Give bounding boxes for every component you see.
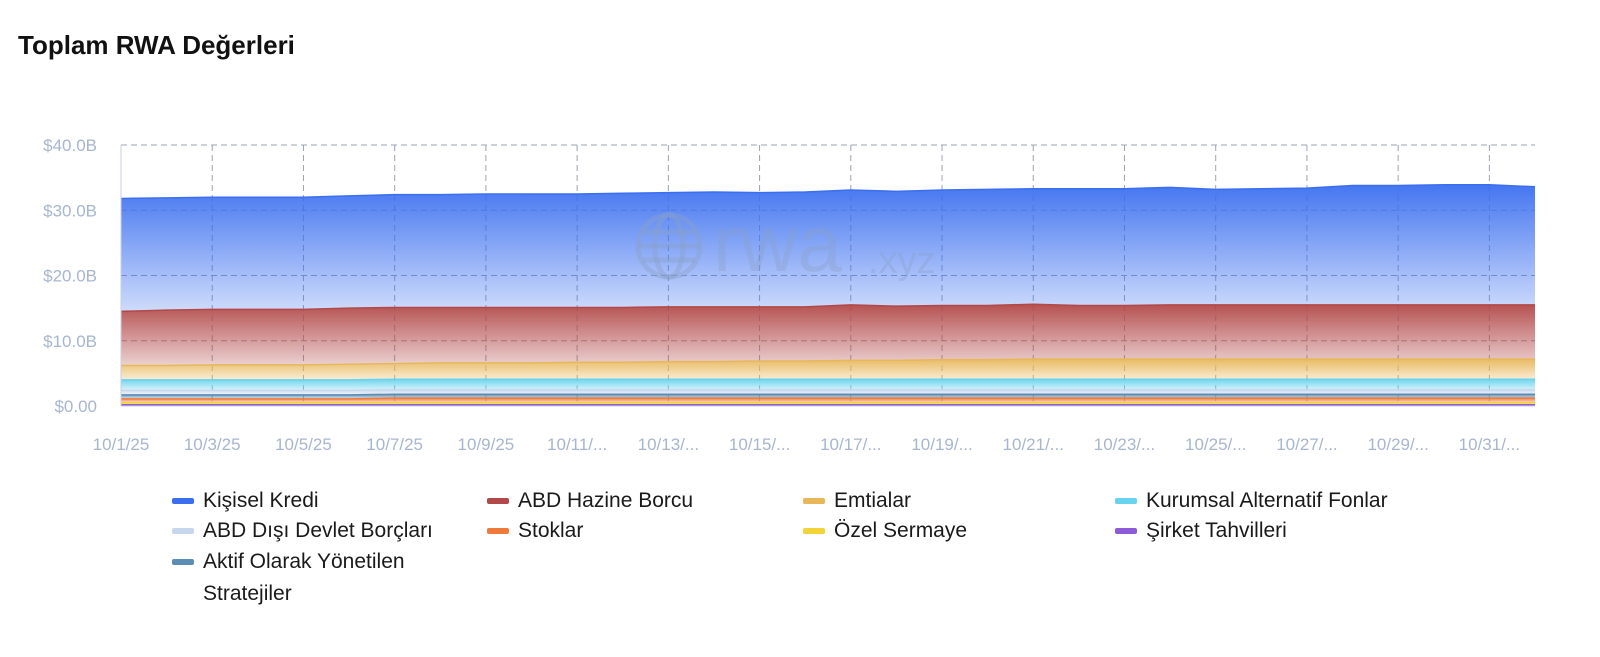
- legend-swatch: [1115, 528, 1137, 534]
- watermark-text: rwa: [713, 199, 842, 288]
- area-series-7[interactable]: [121, 304, 1535, 366]
- legend-swatch: [172, 559, 194, 565]
- legend-label: Kurumsal Alternatif Fonlar: [1146, 489, 1388, 512]
- x-tick-label: 10/29/...: [1367, 435, 1428, 454]
- legend-swatch: [1115, 498, 1137, 504]
- x-tick-label: 10/1/25: [93, 435, 150, 454]
- y-tick-label: $30.0B: [43, 201, 97, 220]
- x-tick-label: 10/5/25: [275, 435, 332, 454]
- x-tick-label: 10/25/...: [1185, 435, 1246, 454]
- legend-label: Emtialar: [834, 489, 911, 512]
- legend-swatch: [803, 528, 825, 534]
- legend-label: Özel Sermaye: [834, 519, 967, 542]
- chart-title: Toplam RWA Değerleri: [18, 30, 295, 60]
- x-tick-label: 10/11/...: [547, 435, 607, 454]
- area-series-5[interactable]: [121, 379, 1535, 391]
- area-series-line-5: [121, 378, 1535, 381]
- y-tick-label: $20.0B: [43, 267, 97, 286]
- legend-item[interactable]: ABD Dışı Devlet Borçları: [172, 519, 433, 542]
- x-tick-label: 10/27/...: [1276, 435, 1337, 454]
- x-tick-label: 10/23/...: [1094, 435, 1155, 454]
- y-tick-label: $10.0B: [43, 332, 97, 351]
- legend-label: Stoklar: [518, 519, 583, 542]
- legend-label: ABD Dışı Devlet Borçları: [203, 519, 433, 542]
- legend-item[interactable]: Kurumsal Alternatif Fonlar: [1115, 489, 1388, 512]
- legend-swatch: [172, 528, 194, 534]
- x-tick-label: 10/13/...: [638, 435, 699, 454]
- y-tick-label: $0.00: [54, 397, 97, 416]
- x-tick-label: 10/15/...: [729, 435, 790, 454]
- legend-label: Kişisel Kredi: [203, 489, 319, 512]
- area-series-8[interactable]: [121, 184, 1535, 312]
- x-tick-label: 10/7/25: [366, 435, 423, 454]
- x-tick-label: 10/19/...: [911, 435, 972, 454]
- legend-swatch: [487, 498, 509, 504]
- area-series-6[interactable]: [121, 359, 1535, 380]
- x-tick-label: 10/9/25: [458, 435, 515, 454]
- area-series-line-7: [120, 303, 1535, 313]
- legend-item[interactable]: Kişisel Kredi: [172, 489, 319, 512]
- area-series-2[interactable]: [121, 398, 1535, 403]
- legend-label: Şirket Tahvilleri: [1146, 519, 1287, 542]
- legend-label: ABD Hazine Borcu: [518, 489, 693, 512]
- legend: Kişisel Kredi ABD Hazine Borcu Emtialar Kur…: [172, 489, 1388, 605]
- legend-swatch: [803, 498, 825, 504]
- legend-item[interactable]: ABD Hazine Borcu: [487, 489, 693, 512]
- legend-item[interactable]: Stoklar: [487, 519, 583, 542]
- area-series-line-8: [120, 184, 1536, 200]
- area-series-line-2: [121, 397, 1535, 400]
- watermark: rwa .xyz: [635, 199, 936, 288]
- area-layer: [120, 184, 1536, 406]
- y-tick-label: $40.0B: [43, 136, 97, 155]
- legend-item[interactable]: Aktif Olarak Yönetilen Stratejiler: [172, 550, 405, 605]
- watermark-suffix: .xyz: [868, 240, 936, 282]
- globe-icon: [635, 212, 703, 280]
- area-series-line-4: [121, 388, 1535, 392]
- legend-item[interactable]: Şirket Tahvilleri: [1115, 519, 1287, 542]
- axis-layer: $0.00 $10.0B $20.0B $30.0B $40.0B 10/1/25 10/3…: [43, 136, 1535, 454]
- x-tick-label: 10/31/...: [1459, 435, 1520, 454]
- legend-swatch: [487, 528, 509, 534]
- legend-label: Aktif Olarak Yönetilen Stratejiler: [203, 550, 405, 605]
- area-series-line-6: [121, 358, 1535, 367]
- x-tick-label: 10/3/25: [184, 435, 241, 454]
- x-tick-label: 10/17/...: [820, 435, 881, 454]
- area-series-line-3: [121, 393, 1535, 396]
- legend-item[interactable]: Emtialar: [803, 489, 911, 512]
- legend-item[interactable]: Özel Sermaye: [803, 519, 967, 542]
- x-tick-label: 10/21/...: [1003, 435, 1064, 454]
- legend-swatch: [172, 498, 194, 504]
